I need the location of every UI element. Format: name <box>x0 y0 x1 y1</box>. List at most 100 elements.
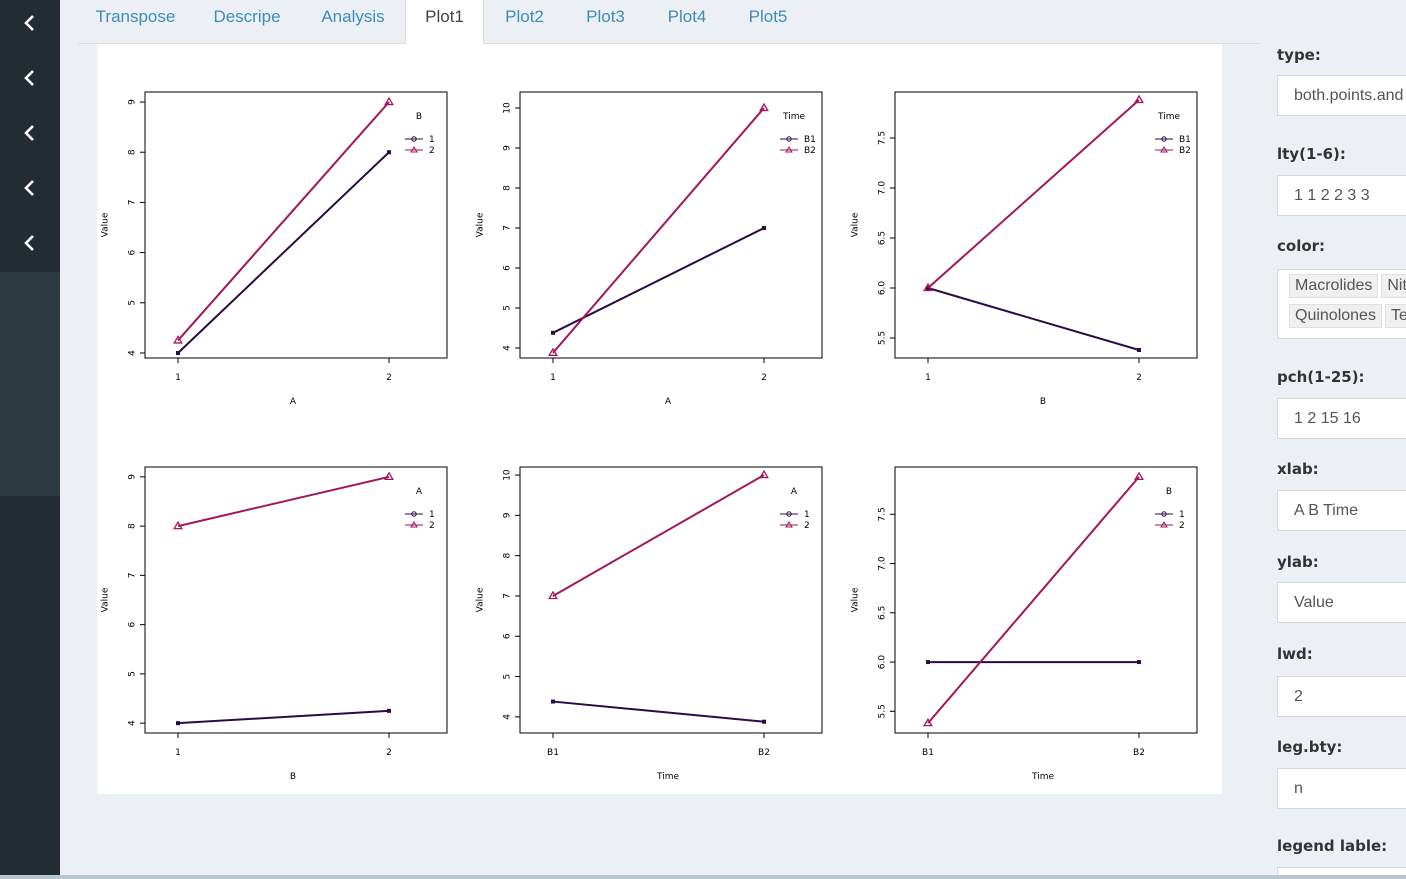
y-tick-label: 7.5 <box>878 507 888 521</box>
type-input[interactable]: both.points.and <box>1277 75 1406 116</box>
tab-plot2[interactable]: Plot2 <box>505 7 544 26</box>
y-tick-label: 7 <box>503 225 513 231</box>
lty-label: lty(1-6): <box>1277 145 1346 163</box>
tab-plot4[interactable]: Plot4 <box>667 7 707 26</box>
data-point <box>759 102 769 112</box>
legend-marker <box>786 511 792 517</box>
bottom-border <box>0 875 1406 879</box>
legend-marker <box>785 146 793 153</box>
y-tick-label: 10 <box>503 469 513 481</box>
series-line <box>177 101 390 342</box>
tab-bar: Transpose Descripe Analysis Plot1 Plot2 … <box>78 0 1260 45</box>
y-tick-label: 6.5 <box>878 606 888 620</box>
y-tick-label: 7.0 <box>878 181 888 196</box>
data-point <box>551 699 555 704</box>
ylab-input[interactable]: Value <box>1277 582 1406 623</box>
pch-label: pch(1-25): <box>1277 368 1365 386</box>
series-line <box>552 107 765 354</box>
sidebar-panel <box>0 272 60 496</box>
tab-analysis[interactable]: Analysis <box>321 7 385 26</box>
x-axis-label: B <box>290 772 296 782</box>
lwd-input[interactable]: 2 <box>1277 676 1406 717</box>
x-axis-label: Time <box>656 772 679 782</box>
chevron-left-icon <box>24 69 34 86</box>
color-tag[interactable]: Quinolones <box>1289 304 1382 328</box>
data-point <box>176 721 180 726</box>
x-tick-label: B2 <box>758 748 770 758</box>
y-tick-label: 9 <box>128 99 138 105</box>
x-tick-label: B2 <box>1133 748 1145 758</box>
legend-marker <box>410 146 418 153</box>
series-line <box>552 474 765 597</box>
y-tick-label: 6.5 <box>878 231 888 245</box>
legend-entry: 1 <box>429 135 435 145</box>
legend-label-label: legend lable: <box>1277 837 1388 855</box>
lty-input[interactable]: 1 1 2 2 3 3 <box>1277 175 1406 216</box>
y-tick-label: 8 <box>128 523 138 529</box>
main-content: Transpose Descripe Analysis Plot1 Plot2 … <box>60 0 1406 879</box>
tab-descripe[interactable]: Descripe <box>213 7 281 26</box>
legend-title: Time <box>1157 112 1180 122</box>
data-point <box>173 335 183 344</box>
sidebar-toggle-4[interactable] <box>0 160 60 215</box>
x-tick-label: B1 <box>547 748 559 758</box>
color-label: color: <box>1277 237 1326 255</box>
tab-plot5[interactable]: Plot5 <box>748 7 788 26</box>
tab-plot3[interactable]: Plot3 <box>586 7 625 26</box>
y-tick-label: 8 <box>503 553 513 559</box>
y-tick-label: 7 <box>128 200 138 206</box>
x-tick-label: 1 <box>175 748 181 758</box>
data-point <box>387 150 391 155</box>
series-line <box>552 700 765 723</box>
lwd-label: lwd: <box>1277 645 1313 663</box>
xlab-input[interactable]: A B Time <box>1277 490 1406 531</box>
data-point <box>926 660 930 665</box>
data-point <box>923 282 933 292</box>
legend-entry: B1 <box>1179 135 1191 145</box>
sidebar-toggle-3[interactable] <box>0 105 60 160</box>
y-axis-label: Value <box>476 587 486 612</box>
legend-entry: 2 <box>1179 521 1185 531</box>
y-tick-label: 5 <box>128 671 138 677</box>
y-tick-label: 5 <box>503 305 513 311</box>
sidebar-toggle-5[interactable] <box>0 215 60 270</box>
series-line <box>927 287 1140 351</box>
sidebar-toggle-1[interactable] <box>0 0 60 50</box>
legend-marker <box>411 136 417 142</box>
data-point <box>387 708 391 713</box>
chevron-left-icon <box>24 234 34 251</box>
pch-input[interactable]: 1 2 15 16 <box>1277 398 1406 439</box>
data-point <box>384 471 394 481</box>
legbty-input[interactable]: n <box>1277 768 1406 809</box>
plot-frame <box>144 91 448 359</box>
color-tag[interactable]: Te <box>1384 304 1406 328</box>
legend-title: Time <box>782 112 805 122</box>
y-axis-label: Value <box>101 212 111 237</box>
legend-marker <box>1161 511 1167 517</box>
legbty-label: leg.bty: <box>1277 738 1343 756</box>
sidebar-toggle-2[interactable] <box>0 50 60 105</box>
y-tick-label: 6 <box>128 621 138 627</box>
x-tick-label: 1 <box>550 373 556 383</box>
tab-transpose[interactable]: Transpose <box>95 7 176 26</box>
x-tick-label: 2 <box>761 373 767 383</box>
data-point <box>762 719 766 724</box>
plot-frame <box>144 466 448 734</box>
y-tick-label: 7.0 <box>878 556 888 571</box>
y-tick-label: 5.5 <box>878 704 888 718</box>
legend-marker <box>1160 521 1168 528</box>
plot-frame <box>894 91 1198 359</box>
y-tick-label: 6 <box>503 633 513 639</box>
color-tag[interactable]: Nit <box>1381 274 1406 298</box>
color-select[interactable]: Macrolides Nit Quinolones Te <box>1277 269 1406 339</box>
data-point <box>384 96 394 106</box>
tab-plot1[interactable]: Plot1 <box>405 0 484 45</box>
y-tick-label: 6 <box>503 265 513 271</box>
y-axis-label: Value <box>851 212 861 237</box>
color-tag[interactable]: Macrolides <box>1289 274 1379 298</box>
x-tick-label: 1 <box>925 373 931 383</box>
data-point <box>551 330 555 335</box>
data-point <box>1134 471 1144 481</box>
legend-marker <box>785 521 793 528</box>
y-tick-label: 8 <box>128 149 138 155</box>
